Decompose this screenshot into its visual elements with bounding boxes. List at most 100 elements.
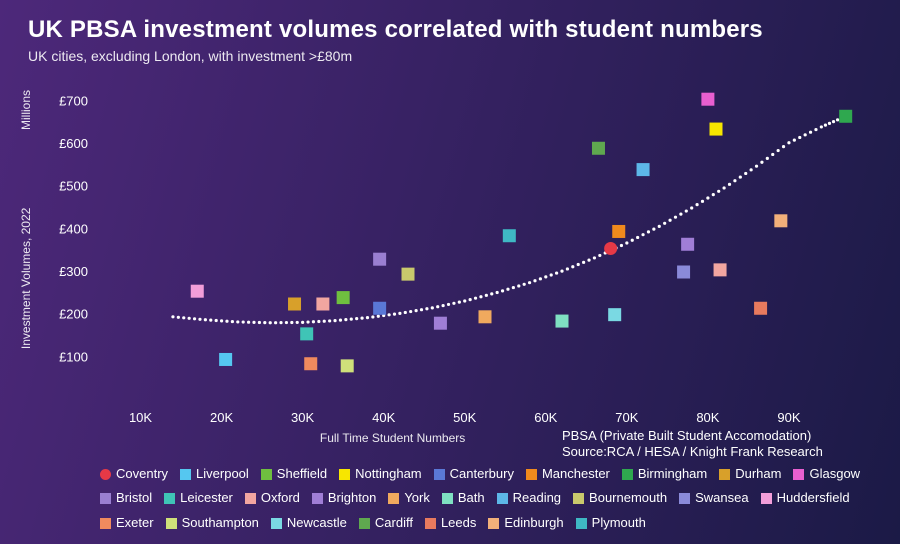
data-point — [219, 353, 232, 366]
legend-swatch — [761, 493, 772, 504]
legend-swatch — [245, 493, 256, 504]
legend-item: Canterbury — [434, 464, 514, 485]
legend-label: Nottingham — [355, 464, 421, 485]
x-tick-label: 30K — [291, 410, 314, 425]
legend-label: Southampton — [182, 513, 259, 534]
legend-label: Liverpool — [196, 464, 249, 485]
legend-item: Edinburgh — [488, 513, 563, 534]
legend-item: Oxford — [245, 488, 300, 509]
trend-line — [171, 115, 847, 325]
y-axis-label: Investment Volumes, 2022 — [19, 207, 33, 349]
data-point — [637, 163, 650, 176]
x-tick-label: 80K — [696, 410, 719, 425]
legend-label: Canterbury — [450, 464, 514, 485]
x-tick-label: 50K — [453, 410, 476, 425]
data-point — [341, 359, 354, 372]
y-tick-label: £100 — [59, 349, 88, 364]
data-point — [677, 266, 690, 279]
legend-item: Nottingham — [339, 464, 421, 485]
legend-item: York — [388, 488, 430, 509]
legend-swatch — [359, 518, 370, 529]
data-point — [288, 298, 301, 311]
legend-item: Durham — [719, 464, 781, 485]
legend-swatch — [312, 493, 323, 504]
legend-swatch — [100, 469, 111, 480]
data-point — [337, 291, 350, 304]
chart-subtitle: UK cities, excluding London, with invest… — [28, 48, 352, 64]
data-point — [701, 93, 714, 106]
y-tick-label: £300 — [59, 264, 88, 279]
scatter-plot: £100£200£300£400£500£600£70010K20K30K40K… — [0, 0, 900, 470]
data-point — [754, 302, 767, 315]
y-tick-label: £200 — [59, 307, 88, 322]
data-point — [479, 310, 492, 323]
legend-label: Plymouth — [592, 513, 646, 534]
legend-swatch — [497, 493, 508, 504]
legend-label: Leicester — [180, 488, 233, 509]
legend-swatch — [576, 518, 587, 529]
legend-label: Manchester — [542, 464, 610, 485]
data-point — [316, 298, 329, 311]
legend-swatch — [100, 493, 111, 504]
legend-label: Brighton — [328, 488, 376, 509]
legend-label: Exeter — [116, 513, 154, 534]
legend-item: Sheffield — [261, 464, 327, 485]
legend-swatch — [180, 469, 191, 480]
legend-label: Leeds — [441, 513, 476, 534]
legend-label: Bath — [458, 488, 485, 509]
data-point — [503, 229, 516, 242]
x-tick-label: 10K — [129, 410, 152, 425]
legend-item: Leicester — [164, 488, 233, 509]
legend-label: Bournemouth — [589, 488, 667, 509]
legend-item: Leeds — [425, 513, 476, 534]
data-point — [373, 253, 386, 266]
chart-caption: PBSA (Private Built Student Accomodation… — [562, 428, 811, 443]
data-point — [434, 317, 447, 330]
legend-swatch — [164, 493, 175, 504]
x-tick-label: 60K — [534, 410, 557, 425]
legend-swatch — [261, 469, 272, 480]
legend-swatch — [100, 518, 111, 529]
legend-item: Southampton — [166, 513, 259, 534]
legend-label: Oxford — [261, 488, 300, 509]
data-point — [300, 327, 313, 340]
y-tick-label: £400 — [59, 221, 88, 236]
legend-item: Bristol — [100, 488, 152, 509]
legend-item: Bath — [442, 488, 485, 509]
data-point — [839, 110, 852, 123]
legend-swatch — [434, 469, 445, 480]
legend-label: Coventry — [116, 464, 168, 485]
data-point — [612, 225, 625, 238]
data-point — [710, 123, 723, 136]
y-tick-label: £600 — [59, 136, 88, 151]
legend-label: Newcastle — [287, 513, 347, 534]
data-point — [191, 285, 204, 298]
legend-label: Glasgow — [809, 464, 860, 485]
data-point — [402, 268, 415, 281]
legend-swatch — [166, 518, 177, 529]
legend-swatch — [719, 469, 730, 480]
legend-label: Cardiff — [375, 513, 413, 534]
x-tick-label: 40K — [372, 410, 395, 425]
data-point — [592, 142, 605, 155]
x-axis-label: Full Time Student Numbers — [320, 431, 465, 445]
legend-item: Brighton — [312, 488, 376, 509]
legend-label: Durham — [735, 464, 781, 485]
legend-item: Coventry — [100, 464, 168, 485]
x-tick-label: 20K — [210, 410, 233, 425]
legend-label: Huddersfield — [777, 488, 850, 509]
data-point — [608, 308, 621, 321]
x-tick-label: 90K — [777, 410, 800, 425]
chart-caption: Source:RCA / HESA / Knight Frank Researc… — [562, 444, 823, 459]
legend-swatch — [339, 469, 350, 480]
legend-item: Huddersfield — [761, 488, 850, 509]
legend-label: Birmingham — [638, 464, 707, 485]
legend-item: Liverpool — [180, 464, 249, 485]
legend-item: Manchester — [526, 464, 610, 485]
data-point — [604, 242, 617, 255]
legend-item: Reading — [497, 488, 561, 509]
legend-label: Edinburgh — [504, 513, 563, 534]
legend-item: Plymouth — [576, 513, 646, 534]
legend-label: Sheffield — [277, 464, 327, 485]
legend-swatch — [793, 469, 804, 480]
